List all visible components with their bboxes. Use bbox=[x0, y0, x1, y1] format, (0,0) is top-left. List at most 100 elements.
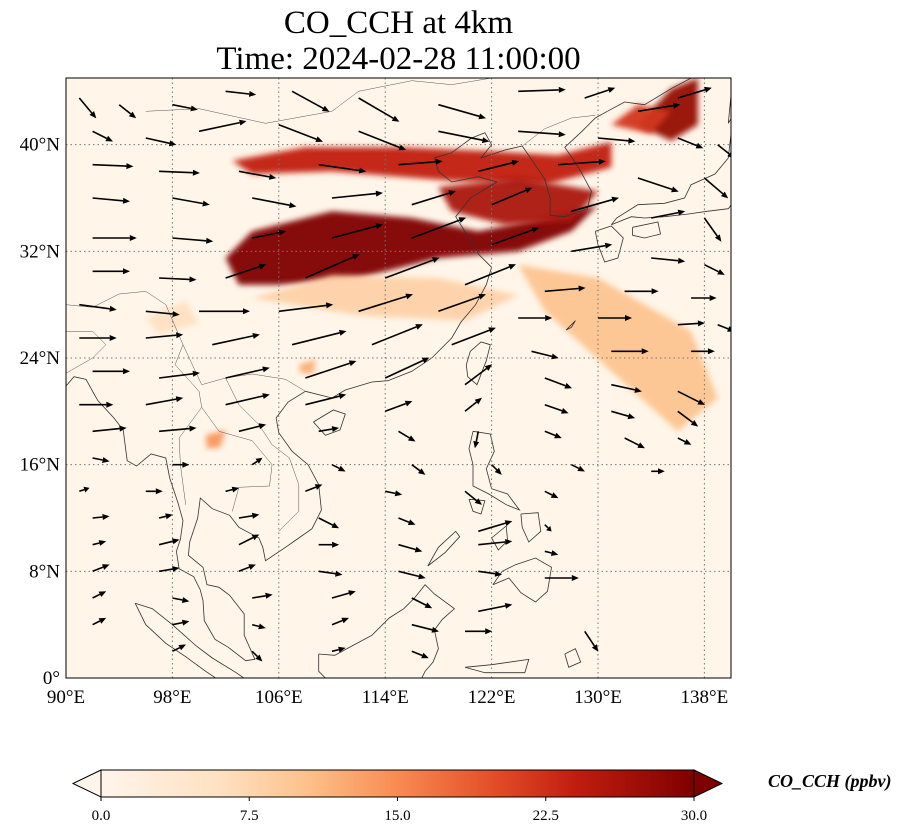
wind-arrow bbox=[159, 425, 197, 433]
wind-arrow bbox=[159, 370, 200, 379]
latitude-ticks: 0° 8°N 16°N 24°N 32°N 40°N bbox=[20, 135, 61, 689]
wind-arrow bbox=[92, 564, 110, 573]
y-tick-label: 8°N bbox=[29, 561, 60, 582]
wind-arrow bbox=[318, 426, 340, 433]
wind-arrow bbox=[384, 257, 440, 279]
x-tick-label: 114°E bbox=[362, 687, 409, 708]
x-tick-label: 90°E bbox=[47, 687, 85, 708]
wind-arrow bbox=[145, 488, 163, 495]
wind-arrow bbox=[518, 315, 553, 321]
x-tick-label: 98°E bbox=[153, 687, 191, 708]
wind-arrow bbox=[544, 490, 559, 499]
wind-arrow bbox=[92, 268, 130, 275]
wind-arrow bbox=[691, 348, 715, 355]
wind-arrow bbox=[145, 310, 180, 317]
wind-arrow bbox=[92, 235, 137, 241]
wind-arrow bbox=[92, 540, 107, 546]
wind-arrow bbox=[198, 119, 247, 133]
wind-arrow bbox=[79, 486, 90, 493]
wind-arrow bbox=[172, 644, 186, 653]
coast-visayas-b bbox=[520, 512, 542, 543]
wind-arrow bbox=[451, 327, 496, 346]
wind-arrow bbox=[384, 357, 430, 379]
y-tick-label: 32°N bbox=[20, 241, 61, 262]
wind-arrow bbox=[318, 541, 340, 548]
coast-japan-honshu bbox=[610, 133, 731, 226]
wind-arrow bbox=[385, 490, 403, 497]
coast-mindanao bbox=[492, 557, 552, 603]
wind-arrow bbox=[145, 396, 184, 406]
wind-arrow bbox=[305, 484, 323, 493]
wind-arrow bbox=[398, 430, 416, 442]
plume-southeast-plume bbox=[518, 264, 718, 432]
x-tick-label: 138°E bbox=[681, 687, 729, 708]
wind-arrow bbox=[159, 169, 200, 176]
wind-arrow bbox=[677, 86, 712, 99]
colorbar-min-extension bbox=[71, 769, 102, 798]
wind-arrow bbox=[251, 457, 263, 466]
coast-hainan bbox=[313, 409, 346, 436]
wind-arrow bbox=[544, 377, 572, 389]
wind-arrow bbox=[331, 590, 356, 599]
colorbar-max-extension bbox=[693, 769, 724, 798]
border-laos-vietnam bbox=[225, 377, 300, 532]
wind-vectors bbox=[78, 86, 731, 662]
wind-arrow bbox=[717, 144, 731, 158]
wind-arrow bbox=[473, 431, 480, 449]
wind-arrow bbox=[677, 137, 704, 149]
wind-arrow bbox=[531, 350, 559, 360]
wind-arrow bbox=[411, 650, 429, 659]
wind-arrow bbox=[478, 539, 513, 546]
border-korea bbox=[522, 115, 596, 147]
wind-arrow bbox=[92, 368, 130, 375]
map-panel bbox=[65, 77, 732, 679]
wind-arrow bbox=[158, 566, 180, 573]
wind-arrow bbox=[331, 463, 346, 472]
wind-arrow bbox=[518, 86, 566, 93]
wind-arrow bbox=[571, 196, 619, 213]
colorbar-tick-label: 0.0 bbox=[92, 808, 111, 824]
wind-arrow bbox=[145, 137, 177, 147]
wind-arrow bbox=[598, 315, 632, 321]
wind-arrow bbox=[571, 463, 585, 472]
y-tick-label: 24°N bbox=[20, 348, 61, 369]
wind-arrow bbox=[305, 360, 357, 379]
wind-arrow bbox=[624, 288, 659, 295]
wind-arrow bbox=[238, 170, 277, 180]
map-frame bbox=[65, 77, 732, 679]
wind-arrow bbox=[478, 159, 520, 173]
wind-arrow bbox=[358, 130, 407, 151]
colorbar-title: CO_CCH (ppbv) bbox=[768, 771, 892, 792]
gridlines bbox=[66, 78, 731, 678]
wind-arrow bbox=[624, 437, 645, 449]
wind-arrow bbox=[79, 335, 117, 341]
colorbar-tick-label: 30.0 bbox=[681, 808, 707, 824]
wind-arrow bbox=[438, 103, 486, 120]
wind-arrow bbox=[159, 276, 197, 283]
wind-arrow bbox=[158, 538, 180, 546]
wind-arrow bbox=[291, 329, 347, 346]
wind-arrow bbox=[172, 619, 190, 626]
wind-arrow bbox=[318, 163, 367, 174]
wind-arrow bbox=[158, 513, 173, 520]
wind-arrow bbox=[252, 623, 266, 630]
wind-arrow bbox=[358, 97, 400, 122]
wind-arrow bbox=[611, 383, 642, 393]
wind-arrow bbox=[358, 293, 413, 313]
wind-arrow bbox=[238, 564, 256, 573]
wind-arrow bbox=[703, 217, 722, 242]
y-tick-label: 40°N bbox=[20, 135, 61, 156]
wind-arrow bbox=[651, 468, 665, 475]
wind-arrow bbox=[464, 264, 516, 286]
wind-arrow bbox=[438, 293, 486, 313]
coast-thailand bbox=[66, 376, 260, 662]
wind-arrow bbox=[411, 464, 426, 475]
wind-arrow bbox=[92, 163, 134, 170]
colorbar-tick-label: 22.5 bbox=[533, 808, 559, 824]
wind-arrow bbox=[238, 423, 267, 433]
colorbar: 0.0 7.5 15.0 22.5 30.0 CO_CCH (ppbv) bbox=[71, 769, 892, 824]
wind-arrow bbox=[478, 570, 503, 577]
wind-arrow bbox=[611, 410, 636, 420]
wind-arrow bbox=[637, 177, 679, 193]
coast-korea bbox=[521, 110, 608, 218]
